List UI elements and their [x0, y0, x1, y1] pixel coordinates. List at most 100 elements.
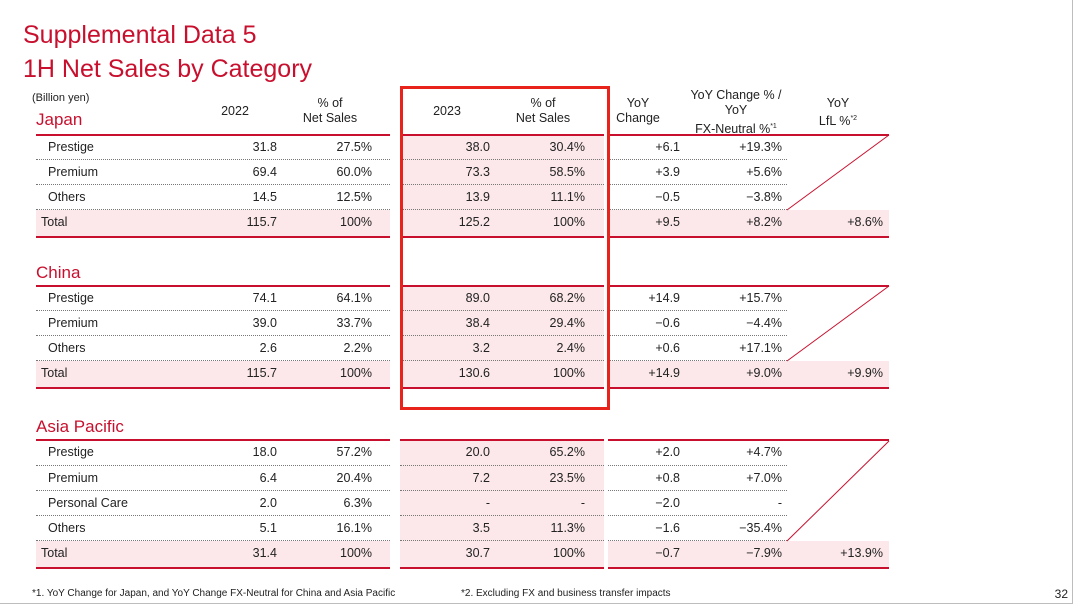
row-divider: [608, 515, 787, 516]
table-rule: [608, 387, 889, 389]
cell-v2023: 30.7: [465, 546, 490, 560]
cell-yoy: +3.9: [655, 165, 680, 179]
footnote-2: *2. Excluding FX and business transfer i…: [461, 588, 671, 599]
table-rule: [400, 134, 604, 136]
cell-p2022: 100%: [340, 366, 372, 380]
category-label: Personal Care: [48, 496, 128, 510]
cell-p2023: 23.5%: [549, 471, 585, 485]
category-label: Others: [48, 341, 86, 355]
slide-title-line2: 1H Net Sales by Category: [23, 55, 313, 83]
row-divider: [608, 159, 787, 160]
highlight-2023-fill: [400, 285, 604, 361]
cell-v2022: 115.7: [246, 366, 277, 380]
cell-p2022: 6.3%: [343, 496, 373, 510]
header-2023: 2023: [433, 104, 461, 118]
highlight-2023-box: [400, 86, 610, 410]
cell-v2022: 18.0: [252, 445, 277, 459]
category-label: Prestige: [48, 445, 94, 459]
cell-p2023: 100%: [553, 215, 585, 229]
cell-lfl: +13.9%: [840, 546, 883, 560]
cell-v2022: 14.5: [252, 190, 277, 204]
cell-fx: −3.8%: [746, 190, 782, 204]
table-rule: [400, 285, 604, 287]
cell-p2023: 11.3%: [550, 521, 585, 535]
row-divider: [36, 465, 390, 466]
table-rule: [36, 285, 390, 287]
cell-yoy: +0.8: [655, 471, 680, 485]
cell-yoy: +14.9: [648, 366, 680, 380]
row-divider: [400, 465, 604, 466]
cell-v2022: 31.8: [252, 140, 277, 154]
table-rule: [36, 134, 390, 136]
row-divider: [608, 209, 787, 210]
cell-yoy: +6.1: [655, 140, 680, 154]
cell-yoy: +2.0: [655, 445, 680, 459]
cell-v2023: -: [485, 496, 490, 510]
cell-yoy: +0.6: [655, 341, 680, 355]
row-divider: [36, 159, 390, 160]
row-divider: [36, 360, 390, 361]
cell-lfl: +9.9%: [847, 366, 883, 380]
cell-v2022: 39.0: [252, 316, 277, 330]
table-rule: [36, 439, 390, 441]
cell-p2022: 27.5%: [336, 140, 372, 154]
cell-p2023: 30.4%: [549, 140, 585, 154]
total-row-fill: [608, 541, 889, 567]
cell-lfl: +8.6%: [847, 215, 883, 229]
total-row-label: Total: [41, 215, 68, 229]
category-label: Premium: [48, 165, 99, 179]
cell-fx: −4.4%: [746, 316, 782, 330]
cell-v2023: 38.4: [465, 316, 490, 330]
cell-v2023: 125.2: [458, 215, 490, 229]
cell-v2022: 6.4: [259, 471, 277, 485]
cell-p2023: -: [580, 496, 585, 510]
cell-v2023: 7.2: [472, 471, 490, 485]
cell-v2023: 3.2: [472, 341, 490, 355]
cell-p2023: 100%: [553, 546, 585, 560]
category-label: Prestige: [48, 140, 94, 154]
row-divider: [400, 540, 604, 541]
region-title: Asia Pacific: [36, 417, 124, 436]
page-number: 32: [1054, 587, 1068, 601]
category-label: Others: [48, 521, 86, 535]
row-divider: [400, 159, 604, 160]
cell-yoy: +14.9: [648, 291, 680, 305]
slide-title-line1: Supplemental Data 5: [23, 21, 257, 49]
row-divider: [36, 515, 390, 516]
row-divider: [400, 515, 604, 516]
cell-p2023: 29.4%: [549, 316, 585, 330]
header-yoy-change: YoY Change: [616, 96, 660, 125]
row-divider: [400, 209, 604, 210]
cell-fx: +19.3%: [739, 140, 782, 154]
category-label: Others: [48, 190, 86, 204]
header-fx-neutral: YoY Change % / YoY FX-Neutral %*1: [690, 88, 782, 137]
table-rule: [36, 567, 390, 569]
row-divider: [36, 310, 390, 311]
total-row-fill: [36, 541, 390, 567]
cell-fx: +17.1%: [739, 341, 782, 355]
row-divider: [400, 335, 604, 336]
cell-v2022: 5.1: [259, 521, 277, 535]
table-rule: [608, 439, 889, 441]
table-rule: [400, 567, 604, 569]
cell-yoy: −1.6: [655, 521, 680, 535]
cell-fx: +7.0%: [746, 471, 782, 485]
cell-v2023: 38.0: [465, 140, 490, 154]
cell-p2022: 57.2%: [336, 445, 372, 459]
row-divider: [608, 540, 787, 541]
cell-p2022: 12.5%: [336, 190, 372, 204]
cell-p2022: 60.0%: [336, 165, 372, 179]
cell-fx: +5.6%: [746, 165, 782, 179]
table-rule: [608, 285, 889, 287]
cell-v2022: 2.6: [259, 341, 277, 355]
region-title: China: [36, 263, 81, 282]
row-divider: [36, 540, 390, 541]
total-row-fill: [36, 361, 390, 387]
table-rule: [608, 236, 889, 238]
cell-p2023: 100%: [553, 366, 585, 380]
table-rule: [36, 387, 390, 389]
row-divider: [400, 490, 604, 491]
total-row-label: Total: [41, 546, 68, 560]
cell-fx: −7.9%: [746, 546, 782, 560]
header-2022: 2022: [221, 104, 249, 118]
